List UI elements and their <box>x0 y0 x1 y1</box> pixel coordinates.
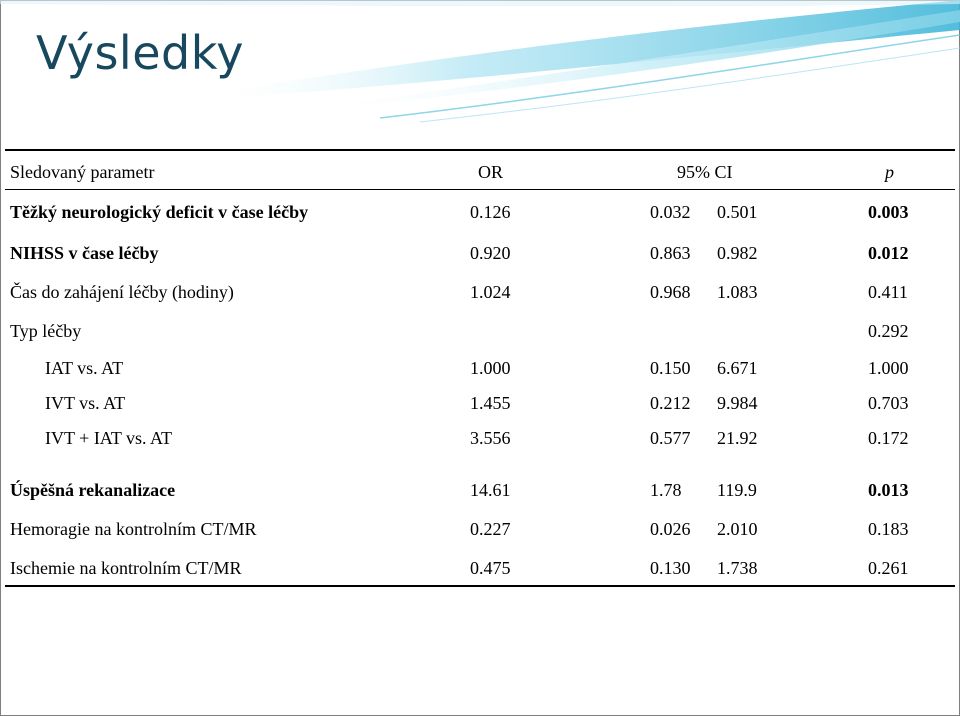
cell-p: 1.000 <box>868 358 909 378</box>
cell-ci-low: 0.130 <box>650 558 691 578</box>
cell-ci-high: 9.984 <box>717 393 758 413</box>
cell-param: Ischemie na kontrolním CT/MR <box>10 558 242 578</box>
table-header-row: Sledovaný parametr OR 95% CI p <box>5 160 955 184</box>
cell-or: 0.920 <box>470 243 511 263</box>
slide-title: Výsledky <box>36 26 244 80</box>
table-row: IVT + IAT vs. AT 3.556 0.577 21.92 0.172 <box>5 426 955 450</box>
table-row: NIHSS v čase léčby 0.920 0.863 0.982 0.012 <box>5 241 955 265</box>
cell-ci-high: 119.9 <box>717 480 757 500</box>
cell-ci-high: 0.982 <box>717 243 758 263</box>
cell-ci-low: 0.212 <box>650 393 691 413</box>
table-rule-top <box>5 149 955 151</box>
cell-param: Těžký neurologický deficit v čase léčby <box>10 202 309 222</box>
cell-ci-low: 0.968 <box>650 282 691 302</box>
header-or: OR <box>478 162 504 182</box>
header-p: p <box>885 162 894 182</box>
cell-or: 3.556 <box>470 428 511 448</box>
header-param: Sledovaný parametr <box>10 162 155 182</box>
cell-ci-low: 0.032 <box>650 202 691 222</box>
cell-ci-high: 2.010 <box>717 519 758 539</box>
cell-ci-high: 1.738 <box>717 558 758 578</box>
cell-ci-low: 1.78 <box>650 480 682 500</box>
table-row: IVT vs. AT 1.455 0.212 9.984 0.703 <box>5 391 955 415</box>
cell-ci-high: 0.501 <box>717 202 758 222</box>
table-row: Ischemie na kontrolním CT/MR 0.475 0.130 1.… <box>5 556 955 580</box>
cell-ci-high: 21.92 <box>717 428 758 448</box>
cell-p: 0.261 <box>868 558 909 578</box>
table-rule-header <box>5 189 955 190</box>
cell-param: IAT vs. AT <box>45 358 124 378</box>
cell-or: 1.000 <box>470 358 511 378</box>
cell-ci-low: 0.026 <box>650 519 691 539</box>
cell-param: Čas do zahájení léčby (hodiny) <box>10 282 234 302</box>
cell-param: Úspěšná rekanalizace <box>10 480 176 500</box>
table-row: Úspěšná rekanalizace 14.61 1.78 119.9 0.013 <box>5 478 955 502</box>
cell-ci-high: 6.671 <box>717 358 758 378</box>
table-rule-bottom <box>5 585 955 587</box>
cell-or: 0.126 <box>470 202 511 222</box>
header-banner <box>0 0 960 123</box>
cell-p: 0.012 <box>868 243 909 263</box>
cell-ci-low: 0.863 <box>650 243 691 263</box>
cell-or: 0.475 <box>470 558 511 578</box>
cell-p: 0.013 <box>868 480 909 500</box>
cell-ci-low: 0.577 <box>650 428 691 448</box>
cell-p: 0.003 <box>868 202 909 222</box>
cell-ci-high: 1.083 <box>717 282 758 302</box>
cell-param: Hemoragie na kontrolním CT/MR <box>10 519 257 539</box>
cell-or: 14.61 <box>470 480 511 500</box>
table-row: Čas do zahájení léčby (hodiny) 1.024 0.968… <box>5 280 955 304</box>
table-row: Hemoragie na kontrolním CT/MR 0.227 0.026 2… <box>5 517 955 541</box>
cell-param: NIHSS v čase léčby <box>10 243 159 263</box>
cell-p: 0.411 <box>868 282 908 302</box>
cell-p: 0.183 <box>868 519 909 539</box>
cell-ci-low: 0.150 <box>650 358 691 378</box>
cell-or: 1.024 <box>470 282 511 302</box>
cell-param: IVT + IAT vs. AT <box>45 428 172 448</box>
cell-p: 0.172 <box>868 428 909 448</box>
table-row: Typ léčby 0.292 <box>5 319 955 343</box>
header-ci: 95% CI <box>677 162 733 182</box>
cell-p: 0.703 <box>868 393 909 413</box>
table-row: IAT vs. AT 1.000 0.150 6.671 1.000 <box>5 356 955 380</box>
cell-p: 0.292 <box>868 321 909 341</box>
cell-or: 1.455 <box>470 393 511 413</box>
cell-param: Typ léčby <box>10 321 82 341</box>
table-row: Těžký neurologický deficit v čase léčby 0… <box>5 200 955 224</box>
cell-or: 0.227 <box>470 519 511 539</box>
cell-param: IVT vs. AT <box>45 393 126 413</box>
